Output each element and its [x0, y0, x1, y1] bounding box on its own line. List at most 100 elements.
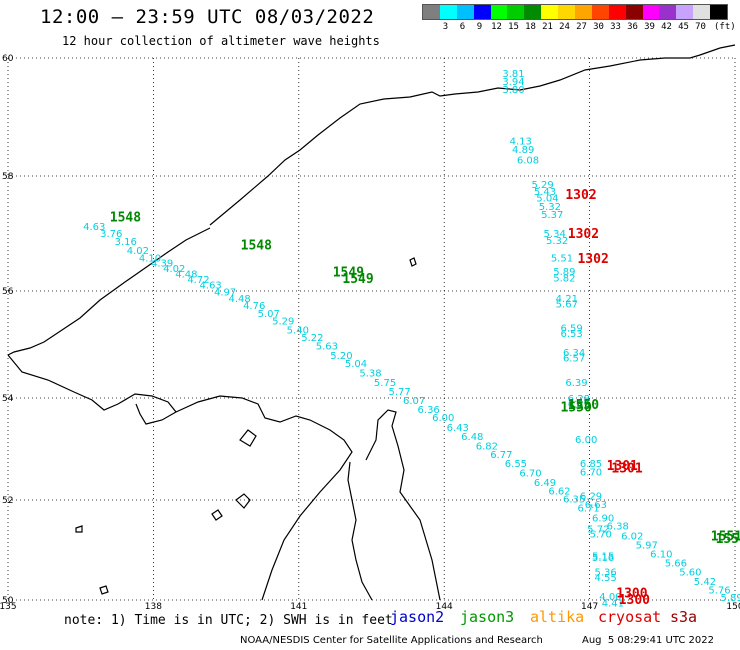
wave-height-value: 6.02 — [621, 531, 643, 542]
wave-height-value: 6.57 — [563, 354, 585, 365]
colorbar-swatch-13 — [642, 5, 660, 19]
wave-height-value: 5.29 — [531, 180, 553, 191]
wave-height-value: 5.77 — [388, 387, 410, 398]
wave-height-value: 6.49 — [534, 478, 556, 489]
colorbar-labels: (ft) 3 6 9 12 15 18 21 24 27 30 33 36 39 42 45 70 — [422, 20, 736, 34]
wave-height-value: 5.63 — [316, 342, 338, 353]
colorbar-swatch-5 — [507, 5, 525, 19]
generation-time: Aug 5 08:29:41 UTC 2022 — [582, 635, 714, 646]
satellite-name-jason2: jason2 — [390, 608, 445, 626]
wave-height-value: 6.48 — [461, 432, 483, 443]
wave-height-value: 6.77 — [490, 450, 512, 461]
colorbar-swatch-7 — [541, 5, 559, 19]
wave-height-value: 5.89 — [553, 267, 575, 278]
wave-height-value: 6.00 — [432, 413, 454, 424]
wave-height-value: 6.90 — [592, 513, 614, 524]
wave-height-value: 5.37 — [541, 210, 563, 221]
coastline-islands — [75, 257, 417, 595]
longitude-tick-label: 147 — [581, 602, 598, 612]
wave-height-value: 4.00 — [599, 592, 621, 603]
colorbar-unit: (ft) — [714, 22, 736, 32]
pass-time-label: 1550 — [561, 400, 592, 415]
latitude-tick-label: 54 — [2, 394, 14, 404]
wave-height-value: 5.32 — [539, 202, 561, 213]
colorbar-swatch-10 — [591, 5, 609, 19]
map-subtitle: 12 hour collection of altimeter wave hei… — [62, 34, 380, 48]
latitude-tick-label: 60 — [2, 54, 14, 64]
wave-height-value: 6.39 — [565, 378, 587, 389]
wave-height-value: 6.35 — [563, 494, 585, 505]
wave-height-value: 5.15 — [592, 551, 614, 562]
coastline-okhotsk-west — [7, 227, 211, 356]
wave-height-value: 4.55 — [594, 573, 616, 584]
wave-height-value: 6.71 — [577, 504, 599, 515]
map-title: 12:00 – 23:59 UTC 08/03/2022 — [40, 6, 375, 28]
wave-height-value: 5.07 — [258, 309, 280, 320]
coastline-sakhalin-west — [347, 461, 373, 601]
longitude-tick-label: 141 — [290, 602, 307, 612]
wave-height-value: 4.41 — [602, 599, 624, 610]
wave-height-value: 5.40 — [287, 325, 309, 336]
colorbar-label: 70 — [695, 22, 706, 32]
wave-height-value: 4.48 — [229, 294, 251, 305]
colorbar-label: 33 — [610, 22, 621, 32]
colorbar-label: 15 — [508, 22, 519, 32]
pass-time-label: 1549 — [342, 272, 373, 287]
colorbar-label: 39 — [644, 22, 655, 32]
pass-time-label: 1549 — [333, 265, 364, 280]
pass-time-label: 1302 — [568, 227, 599, 242]
lat-lon-grid — [7, 57, 736, 601]
wave-height-value: 6.34 — [563, 348, 585, 359]
wave-height-value: 6.85 — [580, 459, 602, 470]
wave-height-value: 6.62 — [548, 486, 570, 497]
wave-height-value: 5.60 — [679, 568, 701, 579]
wave-height-value: 3.94 — [502, 77, 524, 88]
wave-height-value: 4.63 — [83, 222, 105, 233]
latitude-tick-label: 58 — [2, 172, 14, 182]
colorbar-label: 27 — [576, 22, 587, 32]
pass-time-label: 1550 — [568, 398, 599, 413]
colorbar-label: 45 — [678, 22, 689, 32]
latitude-tick-label: 50 — [2, 596, 14, 606]
latitude-tick-label: 56 — [2, 287, 14, 297]
wave-height-value: 6.38 — [607, 522, 629, 533]
credit-line: NOAA/NESDIS Center for Satellite Applica… — [240, 635, 543, 646]
pass-time-label: 1548 — [110, 211, 141, 226]
satellite-name-s3a: s3a — [670, 608, 698, 626]
coastline-khabarovsk — [209, 44, 736, 226]
wave-height-value: 4.89 — [512, 145, 534, 156]
colorbar-label: 12 — [491, 22, 502, 32]
wave-height-value: 5.22 — [301, 333, 323, 344]
wave-height-value: 5.04 — [536, 194, 558, 205]
colorbar-swatch-4 — [490, 5, 508, 19]
colorbar-swatch-17 — [710, 5, 728, 19]
colorbar-label: 30 — [593, 22, 604, 32]
wave-height-value: 6.59 — [561, 324, 583, 335]
colorbar-swatch-14 — [659, 5, 677, 19]
pass-time-label: 1551 — [716, 532, 740, 547]
coastline-siberia-mainland — [7, 354, 177, 425]
wave-height-value: 5.16 — [592, 553, 614, 564]
wave-height-value: 5.82 — [553, 273, 575, 284]
wave-height-value: 6.10 — [650, 550, 672, 561]
wave-height-value: 5.51 — [551, 253, 573, 264]
wave-height-value: 4.76 — [243, 301, 265, 312]
wave-height-value: 5.75 — [374, 378, 396, 389]
wave-height-value: 3.76 — [100, 229, 122, 240]
wave-height-value: 5.42 — [694, 577, 716, 588]
colorbar-swatch-1 — [439, 5, 457, 19]
wave-height-value: 4.72 — [187, 275, 209, 286]
wave-height-value: 6.53 — [561, 329, 583, 340]
coastline — [7, 44, 736, 601]
wave-height-value: 6.55 — [505, 459, 527, 470]
wave-height-value: 5.34 — [544, 229, 566, 240]
wave-height-value: 5.20 — [330, 351, 352, 362]
colorbar-swatch-9 — [575, 5, 592, 19]
colorbar-swatch-0 — [423, 5, 440, 19]
wave-height-value: 6.29 — [580, 492, 602, 503]
wave-height-labels: 3.813.943.804.134.896.085.295.435.045.32… — [83, 69, 740, 610]
wave-height-value: 3.80 — [502, 85, 524, 96]
wave-height-value: 5.66 — [665, 558, 687, 569]
colorbar-swatch-15 — [676, 5, 694, 19]
